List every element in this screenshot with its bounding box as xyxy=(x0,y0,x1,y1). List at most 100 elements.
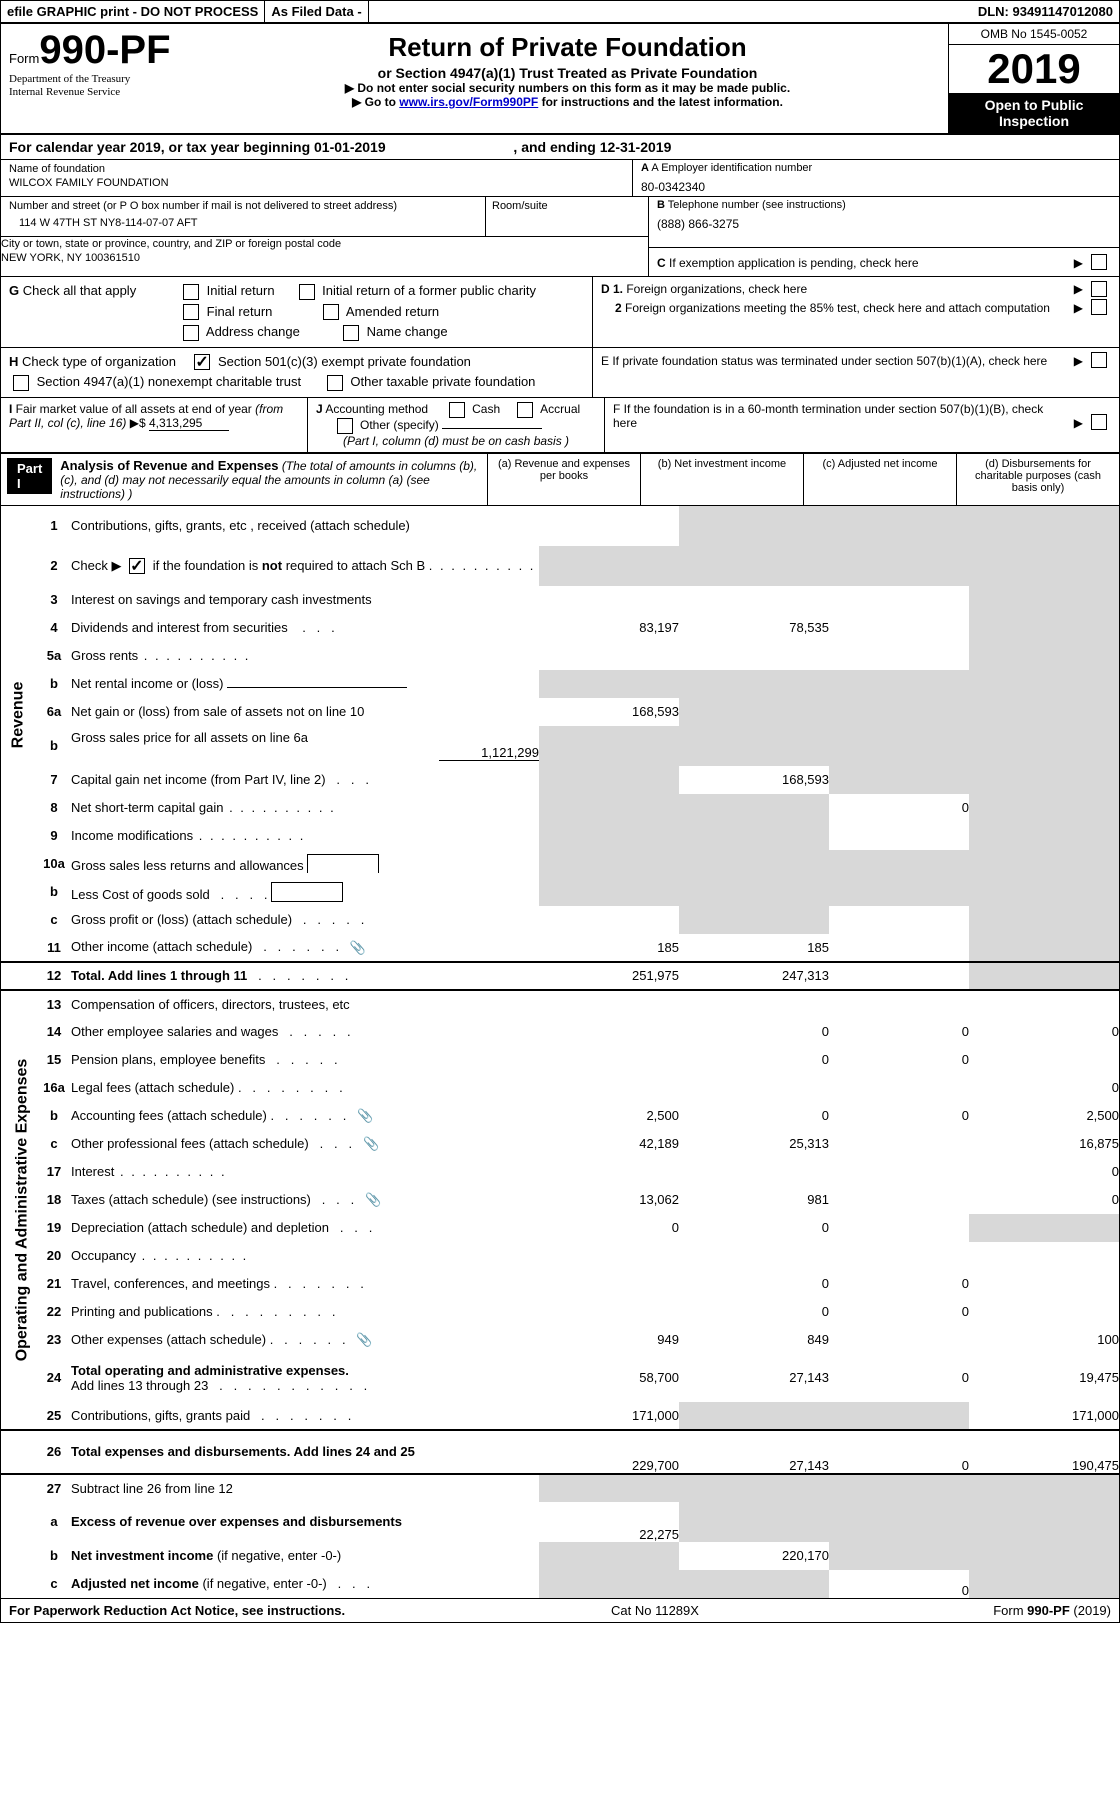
omb-number: OMB No 1545-0052 xyxy=(949,24,1119,45)
calendar-year-row: For calendar year 2019, or tax year begi… xyxy=(1,135,1119,160)
attachment-icon[interactable]: 📎 xyxy=(363,1136,379,1152)
line-6b-desc: Gross sales price for all assets on line… xyxy=(71,726,539,766)
initial-former-label: Initial return of a former public charit… xyxy=(322,283,536,298)
paperwork-notice: For Paperwork Reduction Act Notice, see … xyxy=(9,1603,611,1618)
cash-label: Cash xyxy=(472,402,500,416)
city-value: NEW YORK, NY 100361510 xyxy=(1,251,648,265)
line-6b-no: b xyxy=(37,726,71,766)
other-method-checkbox[interactable] xyxy=(337,418,353,434)
d1-checkbox[interactable] xyxy=(1091,281,1107,297)
line-5a-no: 5a xyxy=(37,642,71,670)
note2-b: for instructions and the latest informat… xyxy=(538,95,783,109)
line-16b-b: 0 xyxy=(679,1102,829,1130)
line-15-desc: Pension plans, employee benefits . . . .… xyxy=(71,1046,539,1074)
attachment-icon[interactable]: 📎 xyxy=(357,1108,373,1124)
dln-value: 93491147012080 xyxy=(1012,4,1113,19)
j-note: (Part I, column (d) must be on cash basi… xyxy=(316,434,596,448)
line-16a-desc: Legal fees (attach schedule) . . . . . .… xyxy=(71,1074,539,1102)
line-2-no: 2 xyxy=(37,546,71,586)
line-18-b: 981 xyxy=(679,1186,829,1214)
line-19-a: 0 xyxy=(539,1214,679,1242)
form-word: Form xyxy=(9,51,39,66)
line-12-desc: Total. Add lines 1 through 11 . . . . . … xyxy=(71,962,539,990)
line-21-b: 0 xyxy=(679,1270,829,1298)
line-23-a: 949 xyxy=(539,1326,679,1354)
line-25-d: 171,000 xyxy=(969,1402,1119,1430)
tel-value: (888) 866-3275 xyxy=(657,211,1111,231)
line-15-b: 0 xyxy=(679,1046,829,1074)
line-16c-b: 25,313 xyxy=(679,1130,829,1158)
line-16b-c: 0 xyxy=(829,1102,969,1130)
line-4-b: 78,535 xyxy=(679,614,829,642)
line-21-no: 21 xyxy=(37,1270,71,1298)
d2-checkbox[interactable] xyxy=(1091,299,1107,315)
name-change-label: Name change xyxy=(367,324,448,339)
revenue-vlabel: Revenue xyxy=(1,506,37,962)
line-9-desc: Income modifications xyxy=(71,822,539,850)
f-checkbox[interactable] xyxy=(1091,414,1107,430)
attachment-icon[interactable]: 📎 xyxy=(356,1332,372,1348)
line-6a-no: 6a xyxy=(37,698,71,726)
cat-no: Cat No 11289X xyxy=(611,1603,911,1618)
line-22-no: 22 xyxy=(37,1298,71,1326)
line-12-no: 12 xyxy=(37,962,71,990)
dln-label: DLN: xyxy=(978,4,1009,19)
addr-change-checkbox[interactable] xyxy=(183,325,199,341)
4947-checkbox[interactable] xyxy=(13,375,29,391)
c-section: C If exemption application is pending, c… xyxy=(657,256,1070,270)
line-4-no: 4 xyxy=(37,614,71,642)
501c3-checkbox[interactable] xyxy=(194,354,210,370)
expenses-vlabel: Operating and Administrative Expenses xyxy=(1,990,37,1430)
attachment-icon[interactable]: 📎 xyxy=(365,1192,381,1208)
note2-a: ▶ Go to xyxy=(352,95,399,109)
initial-return-checkbox[interactable] xyxy=(183,284,199,300)
c-checkbox[interactable] xyxy=(1091,254,1107,270)
cash-checkbox[interactable] xyxy=(449,402,465,418)
line-16c-desc: Other professional fees (attach schedule… xyxy=(71,1130,539,1158)
line-20-desc: Occupancy xyxy=(71,1242,539,1270)
other-taxable-checkbox[interactable] xyxy=(327,375,343,391)
line-20-no: 20 xyxy=(37,1242,71,1270)
name-change-checkbox[interactable] xyxy=(343,325,359,341)
irs-link[interactable]: www.irs.gov/Form990PF xyxy=(399,95,538,109)
initial-return-label: Initial return xyxy=(207,283,275,298)
line-22-c: 0 xyxy=(829,1298,969,1326)
line-27c-no: c xyxy=(37,1570,71,1598)
line-10c-desc: Gross profit or (loss) (attach schedule)… xyxy=(71,906,539,934)
line-15-no: 15 xyxy=(37,1046,71,1074)
e-checkbox[interactable] xyxy=(1091,352,1107,368)
final-return-label: Final return xyxy=(207,304,273,319)
line-10a-desc: Gross sales less returns and allowances xyxy=(71,850,539,878)
line-25-no: 25 xyxy=(37,1402,71,1430)
form-note1: ▶ Do not enter social security numbers o… xyxy=(195,81,940,95)
line-1-desc: Contributions, gifts, grants, etc , rece… xyxy=(71,506,539,546)
ein-value: 80-0342340 xyxy=(641,174,1111,194)
line-1-no: 1 xyxy=(37,506,71,546)
4947-label: Section 4947(a)(1) nonexempt charitable … xyxy=(37,374,301,389)
line-18-desc: Taxes (attach schedule) (see instruction… xyxy=(71,1186,539,1214)
line-9-no: 9 xyxy=(37,822,71,850)
final-return-checkbox[interactable] xyxy=(183,304,199,320)
footer: For Paperwork Reduction Act Notice, see … xyxy=(1,1598,1119,1622)
line-5b-no: b xyxy=(37,670,71,698)
amended-return-checkbox[interactable] xyxy=(323,304,339,320)
schb-checkbox[interactable] xyxy=(129,558,145,574)
ein-label-text: A Employer identification number xyxy=(651,162,812,174)
line-19-no: 19 xyxy=(37,1214,71,1242)
line-16c-d: 16,875 xyxy=(969,1130,1119,1158)
line-17-d: 0 xyxy=(969,1158,1119,1186)
col-b-header: (b) Net investment income xyxy=(640,454,803,505)
form-no-big: 990-PF xyxy=(39,28,170,72)
line-24-b: 27,143 xyxy=(679,1354,829,1402)
attachment-icon[interactable]: 📎 xyxy=(350,940,366,956)
line-10b-no: b xyxy=(37,878,71,906)
form-note2: ▶ Go to www.irs.gov/Form990PF for instru… xyxy=(195,95,940,109)
initial-former-checkbox[interactable] xyxy=(299,284,315,300)
part1-header-row: Part I Analysis of Revenue and Expenses … xyxy=(1,454,1119,506)
address-row: Number and street (or P O box number if … xyxy=(1,197,1119,277)
dept-treasury: Department of the Treasury xyxy=(9,73,179,86)
line-19-desc: Depreciation (attach schedule) and deple… xyxy=(71,1214,539,1242)
asfiled-label: As Filed Data - xyxy=(265,1,368,22)
accrual-checkbox[interactable] xyxy=(517,402,533,418)
line-19-b: 0 xyxy=(679,1214,829,1242)
